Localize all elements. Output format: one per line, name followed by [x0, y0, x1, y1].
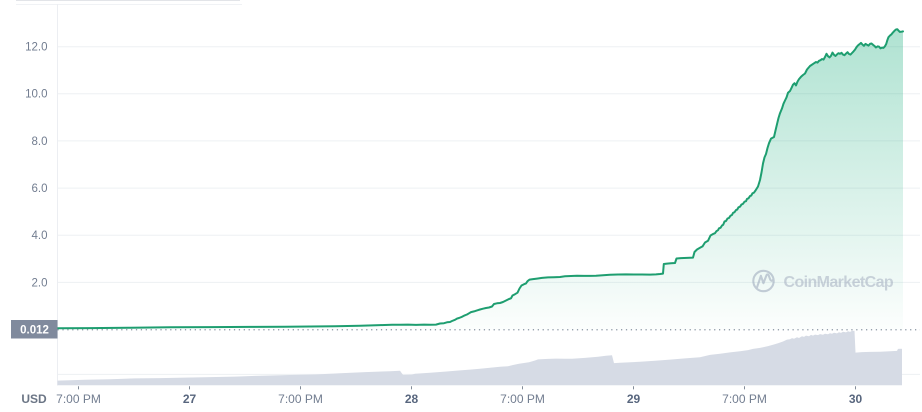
svg-text:8.0: 8.0 [32, 136, 48, 148]
svg-text:29: 29 [627, 392, 641, 406]
svg-text:0.012: 0.012 [20, 325, 49, 337]
svg-text:7:00 PM: 7:00 PM [722, 392, 767, 406]
svg-text:7:00 PM: 7:00 PM [500, 392, 545, 406]
svg-text:4.0: 4.0 [32, 230, 48, 242]
svg-text:USD: USD [21, 392, 47, 406]
svg-text:12.0: 12.0 [25, 42, 47, 54]
svg-text:10.0: 10.0 [25, 89, 47, 101]
svg-text:30: 30 [849, 392, 863, 406]
svg-text:7:00 PM: 7:00 PM [278, 392, 323, 406]
svg-text:28: 28 [405, 392, 419, 406]
svg-text:CoinMarketCap: CoinMarketCap [784, 274, 894, 291]
svg-text:7:00 PM: 7:00 PM [56, 392, 101, 406]
svg-text:27: 27 [183, 392, 197, 406]
svg-text:2.0: 2.0 [32, 277, 48, 289]
svg-text:6.0: 6.0 [32, 183, 48, 195]
